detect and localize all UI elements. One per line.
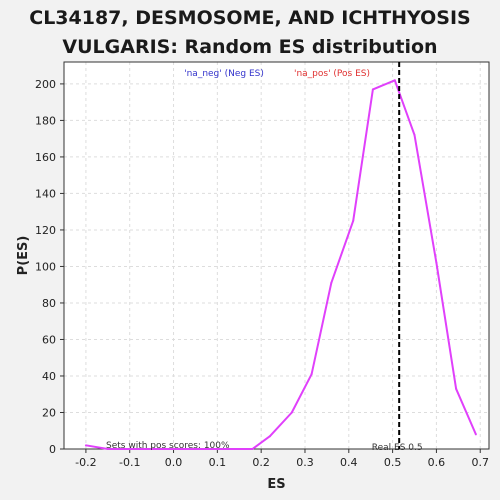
data-point [128, 448, 131, 450]
axis-ticks: -0.2 -0.1 0.0 0.1 0.2 0.3 0.4 0.5 0.6 0.7 0 20 40 60 8… [35, 78, 489, 469]
data-point [371, 88, 374, 91]
y-tick-label: 200 [35, 78, 56, 91]
data-point [435, 261, 438, 264]
data-point [330, 281, 333, 284]
data-point [106, 448, 109, 450]
gridlines [64, 62, 489, 450]
x-tick-label: 0.4 [340, 456, 358, 469]
data-point [233, 448, 236, 450]
data-point [268, 435, 271, 438]
x-tick-label: 0.5 [384, 456, 402, 469]
x-tick-label: 0.2 [252, 456, 270, 469]
y-tick-label: 60 [42, 333, 56, 346]
y-tick-label: 20 [42, 406, 56, 419]
data-point [290, 411, 293, 414]
x-tick-label: 0.1 [209, 456, 227, 469]
data-point [84, 444, 87, 447]
x-tick-label: 0.3 [296, 456, 314, 469]
data-point [310, 373, 313, 376]
series-layer [84, 62, 477, 450]
x-tick-label: -0.2 [75, 456, 96, 469]
y-tick-label: 100 [35, 260, 56, 273]
data-point [413, 134, 416, 137]
y-tick-label: 160 [35, 151, 56, 164]
pos-es-label: 'na_pos' (Pos ES) [294, 69, 370, 79]
y-axis-label: P(ES) [16, 236, 31, 276]
y-tick-label: 80 [42, 297, 56, 310]
x-axis-label: ES [267, 477, 285, 492]
data-point [393, 79, 396, 82]
plot-area-frame [63, 61, 490, 450]
y-tick-label: 180 [35, 114, 56, 127]
plot-background [64, 62, 489, 449]
y-tick-label: 40 [42, 370, 56, 383]
x-tick-label: 0.0 [165, 456, 183, 469]
y-tick-label: 120 [35, 224, 56, 237]
sets-pos-scores-label: Sets with pos scores: 100% [106, 441, 230, 451]
neg-es-label: 'na_neg' (Neg ES) [184, 69, 264, 79]
x-tick-label: 0.7 [471, 456, 489, 469]
data-point [150, 448, 153, 450]
data-point [352, 219, 355, 222]
data-point [172, 448, 175, 450]
distribution-line [85, 79, 477, 450]
data-point [455, 387, 458, 390]
data-point [251, 448, 254, 450]
data-point [216, 448, 219, 450]
annotations-layer: 'na_neg' (Neg ES) 'na_pos' (Pos ES) Sets w… [106, 69, 423, 453]
y-tick-label: 140 [35, 187, 56, 200]
x-tick-label: 0.6 [428, 456, 446, 469]
real-es-label: Real ES 0.5 [372, 443, 423, 453]
x-tick-label: -0.1 [119, 456, 140, 469]
chart-title: CL34187, DESMOSOME, AND ICHTHYOSIS VULGA… [0, 4, 500, 62]
data-point [474, 433, 477, 436]
chart-title-line-2: VULGARIS: Random ES distribution [62, 36, 438, 58]
data-point [194, 448, 197, 450]
chart-title-line-1: CL34187, DESMOSOME, AND ICHTHYOSIS [29, 7, 471, 29]
y-tick-label: 0 [49, 443, 56, 456]
